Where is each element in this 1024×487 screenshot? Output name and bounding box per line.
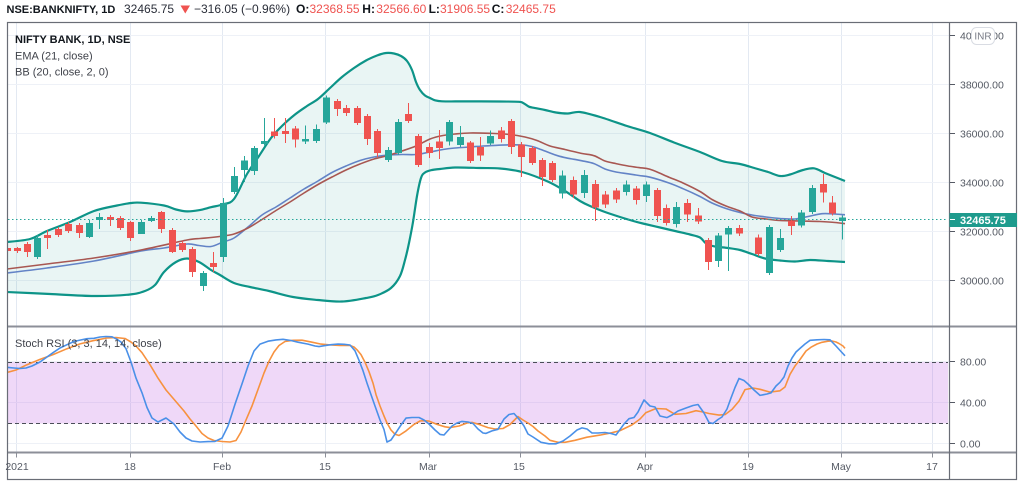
svg-text:40.00: 40.00 bbox=[960, 397, 986, 409]
svg-text:Mar: Mar bbox=[419, 461, 438, 473]
svg-text:38000.00: 38000.00 bbox=[960, 79, 1004, 91]
svg-text:NSE:BANKNIFTY, 1D: NSE:BANKNIFTY, 1D bbox=[7, 4, 116, 16]
svg-text:18: 18 bbox=[124, 461, 136, 473]
svg-text:32368.55: 32368.55 bbox=[310, 2, 360, 16]
svg-text:32000.00: 32000.00 bbox=[960, 226, 1004, 238]
svg-text:15: 15 bbox=[513, 461, 525, 473]
svg-text:Feb: Feb bbox=[213, 461, 231, 473]
svg-text:2021: 2021 bbox=[5, 461, 29, 473]
svg-text:0.00: 0.00 bbox=[960, 438, 981, 450]
svg-text:32465.75: 32465.75 bbox=[960, 215, 1006, 227]
svg-text:15: 15 bbox=[319, 461, 331, 473]
svg-text:−316.05 (−0.96%): −316.05 (−0.96%) bbox=[194, 2, 290, 16]
svg-text:32465.75: 32465.75 bbox=[506, 2, 556, 16]
svg-text:31906.55: 31906.55 bbox=[440, 2, 490, 16]
svg-text:32465.75: 32465.75 bbox=[124, 2, 174, 16]
svg-text:NIFTY BANK, 1D, NSE: NIFTY BANK, 1D, NSE bbox=[15, 34, 130, 46]
svg-text:O:: O: bbox=[296, 2, 309, 16]
svg-text:C:: C: bbox=[492, 2, 505, 16]
svg-text:32566.60: 32566.60 bbox=[376, 2, 426, 16]
svg-text:INR: INR bbox=[974, 32, 991, 43]
svg-text:BB (20, close, 2, 0): BB (20, close, 2, 0) bbox=[15, 67, 109, 79]
svg-text:May: May bbox=[831, 461, 852, 473]
svg-text:36000.00: 36000.00 bbox=[960, 128, 1004, 140]
svg-text:Apr: Apr bbox=[637, 461, 654, 473]
svg-text:19: 19 bbox=[742, 461, 754, 473]
svg-text:80.00: 80.00 bbox=[960, 356, 986, 368]
svg-text:L:: L: bbox=[429, 2, 440, 16]
svg-text:Stoch RSI (3, 3, 14, 14, close: Stoch RSI (3, 3, 14, 14, close) bbox=[15, 338, 162, 350]
svg-text:H:: H: bbox=[362, 2, 375, 16]
svg-text:30000.00: 30000.00 bbox=[960, 275, 1004, 287]
svg-text:34000.00: 34000.00 bbox=[960, 177, 1004, 189]
svg-text:17: 17 bbox=[926, 461, 938, 473]
svg-text:EMA (21, close): EMA (21, close) bbox=[15, 51, 93, 63]
